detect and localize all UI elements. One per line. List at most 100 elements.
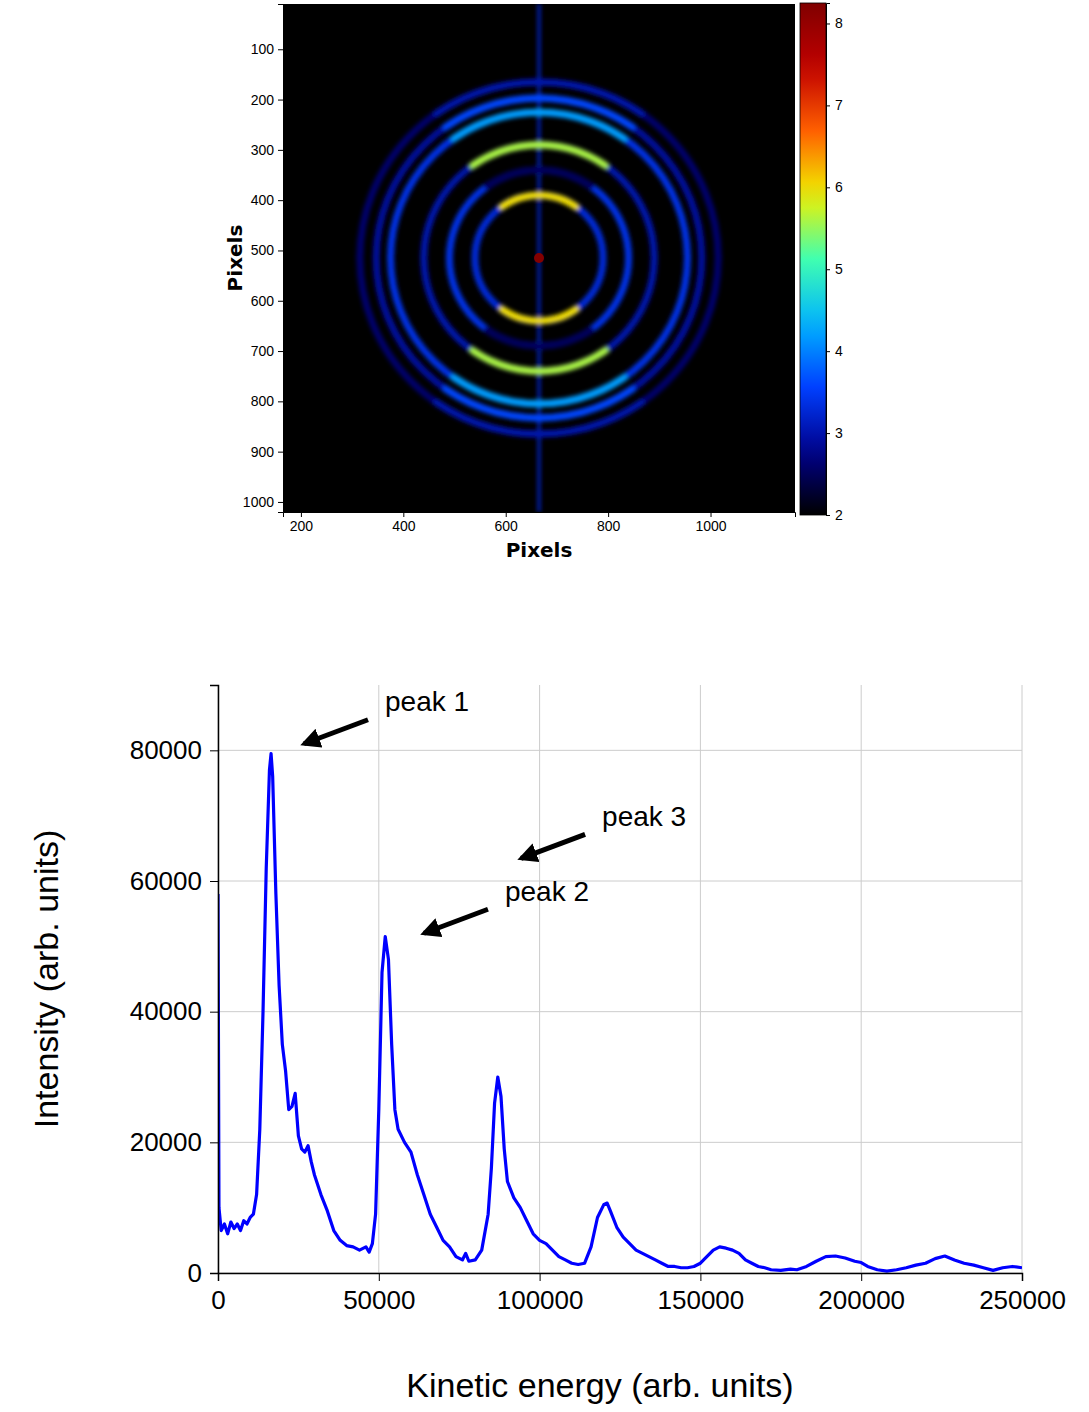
y-axis-tick-label: 200	[251, 92, 275, 108]
annotation-arrow	[304, 720, 368, 744]
x-axis-tick-mark	[301, 512, 302, 517]
x-axis-tick-label: 800	[597, 518, 621, 534]
x-axis-tick: 1000	[695, 512, 726, 534]
x-axis-title: Kinetic energy (arb. units)	[406, 1366, 793, 1404]
y-axis-tick-label: 20000	[130, 1127, 202, 1157]
colorbar-axis-tick-label: 7	[835, 97, 843, 113]
y-axis-tick-label: 300	[251, 142, 275, 158]
colorbar-axis-tick-label: 8	[835, 15, 843, 31]
y-axis-tick-label: 500	[251, 242, 275, 258]
ring-pole	[446, 389, 633, 418]
x-axis-tick-label: 1000	[695, 518, 726, 534]
y-axis-title: Pixels	[223, 225, 247, 292]
ring	[360, 82, 718, 434]
x-axis-title: Pixels	[506, 538, 573, 562]
y-axis-tick-label: 900	[251, 444, 275, 460]
ring	[424, 145, 654, 371]
y-axis-tick: 40000	[130, 996, 218, 1026]
heatmap-panel: 2004006008001000100200300400500600700800…	[223, 3, 843, 562]
heatmap-background	[283, 4, 795, 512]
x-axis-tick: 250000	[979, 1273, 1066, 1315]
grid-line	[218, 881, 1022, 882]
y-axis-tick: 400	[251, 192, 283, 208]
x-axis-tick-mark	[608, 512, 609, 517]
colorbar-axis-tick-mark	[826, 105, 830, 106]
x-axis-tick: 50000	[343, 1273, 415, 1315]
figure: 2004006008001000100200300400500600700800…	[0, 0, 1089, 1412]
ring-pole	[436, 402, 642, 434]
y-axis-tick-mark	[210, 1142, 218, 1143]
y-axis-line	[278, 5, 284, 513]
y-axis-tick-mark	[278, 401, 283, 402]
y-axis-tick-label: 80000	[130, 735, 202, 765]
x-axis-tick-label: 100000	[497, 1285, 584, 1315]
x-axis-tick-label: 200000	[818, 1285, 905, 1315]
annotation-arrow	[424, 909, 488, 933]
y-axis-tick-mark	[210, 1012, 218, 1013]
y-axis-tick-mark	[210, 1273, 218, 1274]
colorbar-axis-tick-mark	[826, 351, 830, 352]
ring-pole	[488, 330, 591, 346]
ring-pole	[454, 377, 624, 403]
x-axis-tick-mark	[1022, 1273, 1023, 1281]
y-axis-tick-label: 1000	[243, 494, 274, 510]
y-axis-tick: 100	[251, 41, 283, 57]
x-axis-tick: 200	[290, 512, 314, 534]
x-axis-tick-label: 200	[290, 518, 314, 534]
grid-line	[218, 1142, 1022, 1143]
ring-pole	[454, 112, 624, 138]
x-axis-tick: 100000	[497, 1273, 584, 1315]
grid-line	[218, 1011, 1022, 1012]
x-axis-tick: 150000	[658, 1273, 745, 1315]
y-axis-line	[210, 686, 219, 1274]
x-axis-tick-mark	[403, 512, 404, 517]
grid-line	[861, 685, 862, 1273]
annotation-label: peak 2	[505, 876, 589, 907]
x-axis-tick: 600	[495, 512, 519, 534]
y-axis-tick-label: 100	[251, 41, 275, 57]
y-axis-tick: 500	[251, 242, 283, 258]
y-axis-tick: 700	[251, 343, 283, 359]
colorbar-axis-tick: 8	[826, 15, 843, 31]
colorbar-axis-line	[827, 4, 831, 516]
x-axis: 2004006008001000	[284, 512, 796, 534]
y-axis-tick-label: 60000	[130, 866, 202, 896]
x-axis: 050000100000150000200000250000	[211, 1273, 1066, 1315]
line-panel: 0500001000001500002000002500000200004000…	[27, 685, 1066, 1404]
colorbar-axis-tick: 4	[826, 343, 843, 359]
colorbar-axis-tick-mark	[826, 187, 830, 188]
annotation-label: peak 3	[602, 801, 686, 832]
x-axis-tick-mark	[711, 512, 712, 517]
y-axis-tick: 300	[251, 142, 283, 158]
x-axis-tick-label: 600	[495, 518, 519, 534]
y-axis-tick-label: 40000	[130, 996, 202, 1026]
colorbar-axis-tick-label: 5	[835, 261, 843, 277]
grid-line	[1022, 685, 1023, 1273]
y-axis-tick-mark	[278, 502, 283, 503]
y-axis-tick-mark	[278, 100, 283, 101]
x-axis-tick-label: 250000	[979, 1285, 1066, 1315]
ring-pole	[473, 351, 605, 371]
y-axis-tick-label: 700	[251, 343, 275, 359]
ring-pole	[446, 98, 633, 127]
ring	[449, 170, 628, 346]
x-axis-tick-mark	[540, 1273, 541, 1281]
ring-pole	[473, 145, 605, 165]
y-axis-tick: 20000	[130, 1127, 218, 1157]
y-axis-tick-mark	[278, 200, 283, 201]
colorbar-axis-tick-label: 6	[835, 179, 843, 195]
colorbar-axis-tick-mark	[826, 23, 830, 24]
y-axis-tick: 800	[251, 393, 283, 409]
data-line	[218, 754, 1022, 1271]
y-axis-tick-label: 0	[188, 1258, 202, 1288]
grid	[218, 685, 1022, 1273]
colorbar-axis-tick-mark	[826, 433, 830, 434]
heatmap-plot	[283, 4, 795, 512]
colorbar-axis-tick: 7	[826, 97, 843, 113]
grid-line	[539, 685, 540, 1273]
y-axis-tick: 200	[251, 92, 283, 108]
center-spot	[534, 253, 544, 263]
colorbar-axis-tick-mark	[826, 515, 830, 516]
y-axis-tick: 0	[188, 1258, 218, 1288]
y-axis-tick-mark	[278, 351, 283, 352]
